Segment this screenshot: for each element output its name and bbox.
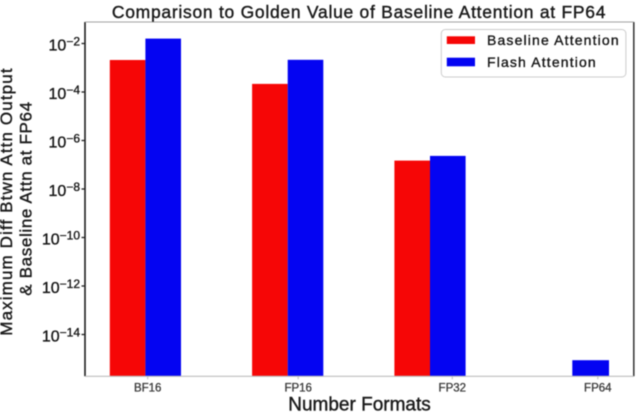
- svg-text:10−6: 10−6: [49, 132, 81, 152]
- svg-text:& Baseline Attn at FP64: & Baseline Attn at FP64: [17, 101, 36, 296]
- svg-text:10−4: 10−4: [49, 83, 81, 103]
- svg-text:FP64: FP64: [584, 382, 612, 394]
- svg-text:FP16: FP16: [284, 382, 312, 394]
- svg-text:10−2: 10−2: [49, 35, 81, 55]
- svg-text:Number Formats: Number Formats: [288, 395, 431, 415]
- svg-text:10−10: 10−10: [42, 229, 80, 249]
- svg-text:FP32: FP32: [439, 382, 467, 394]
- svg-text:Flash Attention: Flash Attention: [487, 54, 597, 70]
- svg-text:10−14: 10−14: [42, 326, 80, 346]
- svg-text:Comparison to Golden Value of: Comparison to Golden Value of Baseline A…: [112, 2, 606, 22]
- svg-text:BF16: BF16: [134, 382, 162, 394]
- svg-text:10−8: 10−8: [49, 180, 81, 200]
- svg-text:10−12: 10−12: [42, 277, 80, 297]
- svg-text:Maximum Diff Btwn Attn Output: Maximum Diff Btwn Attn Output: [0, 67, 16, 335]
- svg-text:Baseline Attention: Baseline Attention: [487, 32, 620, 48]
